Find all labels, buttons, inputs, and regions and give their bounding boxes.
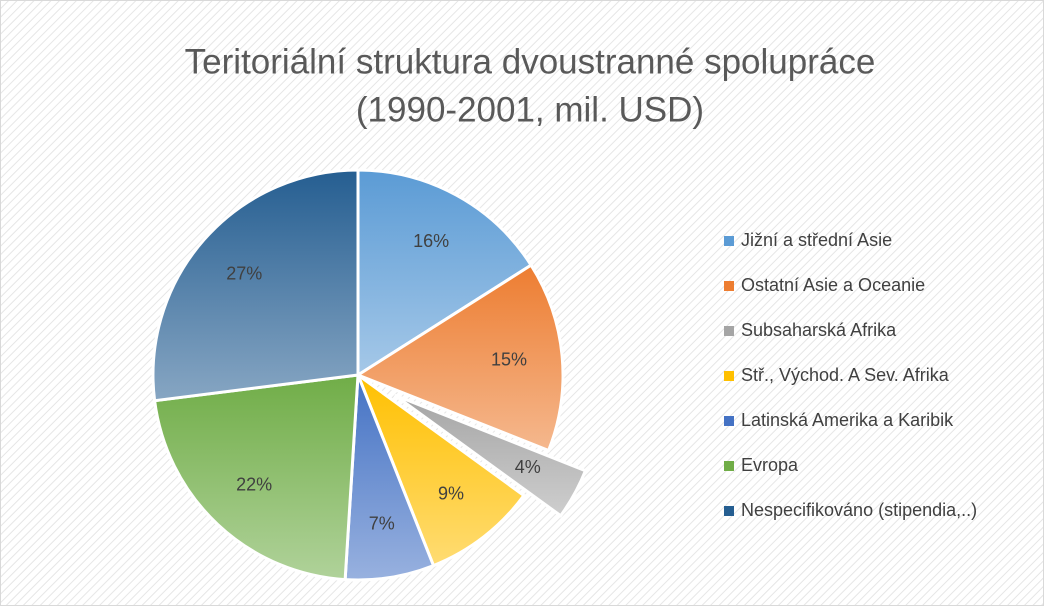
pie-slice [152,373,360,582]
legend-marker [724,461,734,471]
legend-label: Stř., Vých​od. A Sev. Afrika [741,365,950,385]
legend-label: Latinská Amerika a Karibik [741,410,954,430]
legend-label: Subsaharská Afrika [741,320,897,340]
data-label: 7% [369,514,395,534]
legend-marker [724,236,734,246]
pie-slice [354,263,565,453]
data-label: 16% [413,231,449,251]
legend-label: Evropa [741,455,799,475]
legend-marker [724,506,734,516]
pie-slice [356,168,534,378]
data-label: 9% [438,484,464,504]
chart-title: (1990-2001, mil. USD) [356,90,704,129]
legend-label: Ostatní Asie a Oceanie [741,275,925,295]
data-label: 27% [226,263,262,283]
legend-marker [724,326,734,336]
data-label: 15% [491,349,527,369]
legend-label: Nespecifikováno (stipendia,..) [741,500,977,520]
pie-slice [393,393,588,518]
legend-marker [724,416,734,426]
legend-marker [724,281,734,291]
pie-slice [354,370,526,568]
data-label: 4% [515,457,541,477]
data-label: 22% [236,474,272,494]
chart-title: Teritoriální struktura dvoustranné spolu… [185,42,876,81]
pie-slice [151,168,360,403]
legend-label: Jižní a střední Asie [741,230,892,250]
legend-marker [724,371,734,381]
